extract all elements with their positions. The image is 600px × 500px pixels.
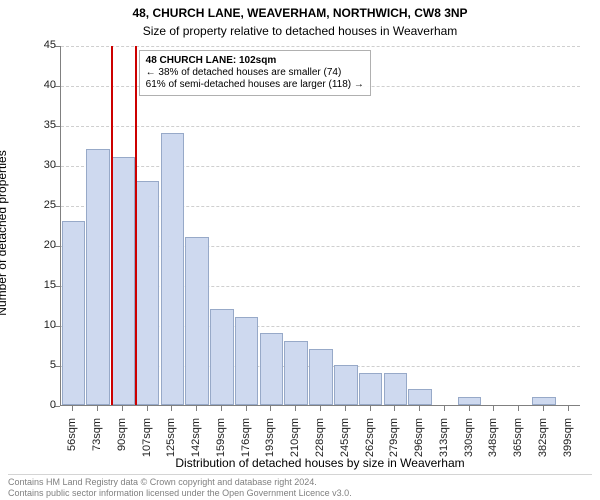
- ytick-label: 0: [16, 399, 56, 411]
- annotation-box: 48 CHURCH LANE: 102sqm ← 38% of detached…: [139, 50, 371, 96]
- bar: [408, 389, 432, 405]
- bar: [384, 373, 408, 405]
- annotation-line1: 48 CHURCH LANE: 102sqm: [146, 55, 364, 67]
- bar: [111, 157, 135, 405]
- bar: [62, 221, 86, 405]
- highlight-line: [111, 46, 113, 405]
- ytick-label: 20: [16, 239, 56, 251]
- ytick-label: 5: [16, 359, 56, 371]
- bar: [458, 397, 482, 405]
- chart-title-line1: 48, CHURCH LANE, WEAVERHAM, NORTHWICH, C…: [0, 6, 600, 20]
- bar: [284, 341, 308, 405]
- bar: [210, 309, 234, 405]
- ytick-label: 15: [16, 279, 56, 291]
- bars: [61, 46, 580, 405]
- bar: [161, 133, 185, 405]
- ytick-label: 25: [16, 199, 56, 211]
- bar: [532, 397, 556, 405]
- ytick-label: 45: [16, 39, 56, 51]
- bar: [136, 181, 160, 405]
- plot-area: 48 CHURCH LANE: 102sqm ← 38% of detached…: [60, 46, 580, 406]
- bar: [260, 333, 284, 405]
- bar: [334, 365, 358, 405]
- annotation-line2: ← 38% of detached houses are smaller (74…: [146, 67, 364, 79]
- chart-container: 48, CHURCH LANE, WEAVERHAM, NORTHWICH, C…: [0, 0, 600, 500]
- bar: [235, 317, 259, 405]
- bar: [309, 349, 333, 405]
- ytick-label: 10: [16, 319, 56, 331]
- footer-line1: Contains HM Land Registry data © Crown c…: [8, 477, 592, 487]
- footer-line2: Contains public sector information licen…: [8, 488, 592, 498]
- x-axis-title: Distribution of detached houses by size …: [60, 456, 580, 470]
- ytick-label: 40: [16, 79, 56, 91]
- bar: [359, 373, 383, 405]
- bar: [86, 149, 110, 405]
- footer-attribution: Contains HM Land Registry data © Crown c…: [8, 474, 592, 498]
- ytick-label: 35: [16, 119, 56, 131]
- y-axis-title: Number of detached properties: [0, 150, 9, 315]
- bar: [185, 237, 209, 405]
- x-tick-labels: 56sqm73sqm90sqm107sqm125sqm142sqm159sqm1…: [60, 410, 580, 460]
- ytick-label: 30: [16, 159, 56, 171]
- highlight-line: [135, 46, 137, 405]
- annotation-line3: 61% of semi-detached houses are larger (…: [146, 79, 364, 91]
- chart-title-line2: Size of property relative to detached ho…: [0, 24, 600, 38]
